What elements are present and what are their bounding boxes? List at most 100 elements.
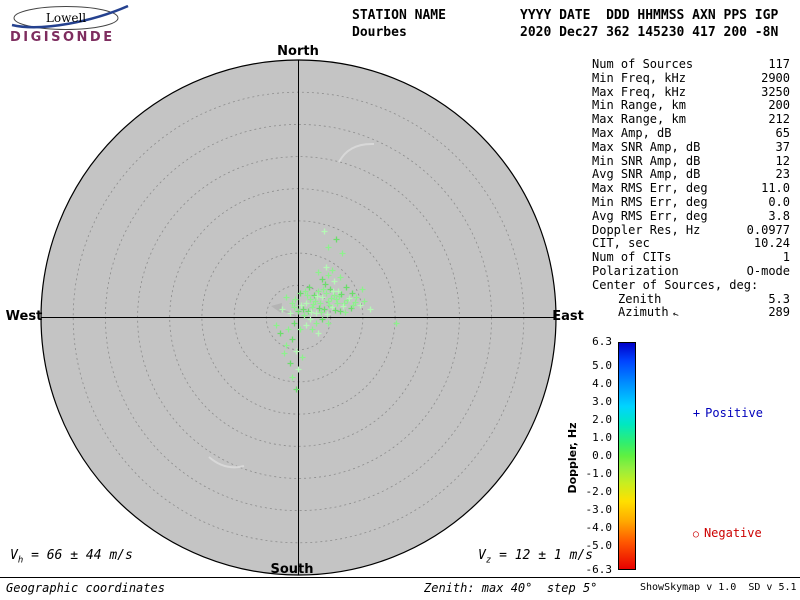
colorbar-tick-label: 3.0 xyxy=(592,394,612,408)
positive-doppler-legend: + Positive xyxy=(664,392,763,434)
stat-value: 289 xyxy=(768,305,790,320)
stat-row-num-of-cits: Num of CITs 1 xyxy=(592,250,790,265)
source-point xyxy=(319,276,326,283)
source-point xyxy=(337,274,344,281)
source-point xyxy=(315,288,322,295)
colorbar-tick-label: 1.0 xyxy=(592,430,612,444)
source-point xyxy=(325,244,332,251)
lowell-digisonde-logo: Lowell xyxy=(11,5,129,30)
stat-row-avg-snr-amp-db: Avg SNR Amp, dB 23 xyxy=(592,168,790,182)
source-point xyxy=(341,300,348,307)
zenith-range-label: Zenith: max 40° step 5° xyxy=(424,581,598,595)
source-point xyxy=(307,316,314,323)
source-point xyxy=(321,228,328,235)
source-point xyxy=(309,326,316,333)
source-point xyxy=(318,309,325,316)
source-point xyxy=(333,296,340,303)
colorbar-tick-label: 2.0 xyxy=(592,412,612,426)
source-point xyxy=(285,326,292,333)
source-point xyxy=(299,354,306,361)
source-point xyxy=(292,296,299,303)
source-point xyxy=(325,272,332,279)
vertical-velocity-readout: Vz = 12 ± 1 m/s xyxy=(478,548,593,566)
clutter-arc-upper xyxy=(338,142,375,163)
source-point xyxy=(320,286,327,293)
source-point xyxy=(291,320,298,327)
source-point xyxy=(289,336,296,343)
source-point xyxy=(339,250,346,257)
stat-label: Min Freq, kHz xyxy=(592,70,686,85)
stat-label: Azimuth → xyxy=(618,305,681,321)
station-name-value: Dourbes xyxy=(352,25,407,40)
stat-row-center-of-sources-deg: Center of Sources, deg: xyxy=(592,278,790,293)
source-point xyxy=(309,304,316,311)
source-point xyxy=(291,304,298,311)
source-point xyxy=(298,302,305,309)
plus-icon: + xyxy=(692,406,701,420)
stat-value: O-mode xyxy=(746,263,790,278)
clutter-arc-lower xyxy=(208,456,245,469)
source-point xyxy=(367,306,374,313)
vz-symbol: V xyxy=(478,548,486,563)
source-point xyxy=(316,305,323,312)
source-point xyxy=(331,292,338,299)
stat-row-azimuth: Azimuth → 289 xyxy=(592,305,790,321)
stat-row-max-freq-khz: Max Freq, kHz 3250 xyxy=(592,85,790,100)
vh-subscript: h xyxy=(17,555,24,566)
source-point xyxy=(342,309,349,316)
source-point xyxy=(283,294,290,301)
source-point xyxy=(307,296,314,303)
source-point xyxy=(321,306,328,313)
source-point xyxy=(393,320,400,327)
source-point xyxy=(302,288,309,295)
source-point xyxy=(331,278,338,285)
azimuth-direction-arrow-icon: → xyxy=(670,308,681,321)
colorbar-tick-label: -6.3 xyxy=(585,563,613,576)
compass-label-east: East xyxy=(552,309,584,324)
colorbar-tick-label: -2.0 xyxy=(585,485,613,499)
source-point xyxy=(314,293,321,300)
date-columns-header: YYYY DATE DDD HHMMSS AXN PPS IGP xyxy=(520,8,779,23)
stat-label: Min SNR Amp, dB xyxy=(592,153,701,168)
source-point xyxy=(293,348,300,355)
negative-doppler-legend: ○ Negative xyxy=(664,512,762,554)
drift-velocity-arrowhead xyxy=(271,303,282,313)
colorbar-tick-label: 0.0 xyxy=(592,449,612,462)
stat-label: Max SNR Amp, dB xyxy=(592,139,701,154)
source-point xyxy=(308,309,315,316)
source-point xyxy=(350,302,357,309)
source-point xyxy=(287,360,294,367)
source-point xyxy=(340,303,347,310)
stat-label: CIT, sec xyxy=(592,236,650,251)
stat-value: 2900 xyxy=(761,70,790,85)
colorbar-tick-labels: 6.3 5.0 4.0 3.0 2.0 1.0 0.0 -1.0 -2.0 -3.0 -4.0 -5.… xyxy=(580,336,613,576)
source-point xyxy=(330,288,337,295)
source-point xyxy=(322,281,329,288)
source-point xyxy=(310,301,317,308)
colorbar-tick-label: -5.0 xyxy=(585,539,613,553)
source-point xyxy=(305,308,312,315)
stat-row-num-of-sources: Num of Sources 117 xyxy=(592,57,790,72)
footer-divider xyxy=(0,577,800,578)
source-point xyxy=(353,294,360,301)
stat-label: Avg SNR Amp, dB xyxy=(592,167,701,182)
coordinate-system-label: Geographic coordinates xyxy=(6,581,165,595)
stat-value: 200 xyxy=(768,98,790,113)
skymap-plot xyxy=(40,59,557,576)
source-point xyxy=(283,342,290,349)
stat-value: 0.0 xyxy=(768,194,790,209)
source-point xyxy=(332,307,339,314)
circle-icon: ○ xyxy=(692,529,699,540)
stat-row-cit-sec: CIT, sec 10.24 xyxy=(592,237,790,251)
source-point xyxy=(328,295,335,302)
source-point xyxy=(315,269,322,276)
source-points xyxy=(273,228,400,393)
source-point xyxy=(301,312,308,319)
source-point xyxy=(349,290,356,297)
colorbar-tick-label: 4.0 xyxy=(592,376,612,390)
stat-row-doppler-res-hz: Doppler Res, Hz 0.0977 xyxy=(592,223,790,238)
doppler-colorbar: Doppler, Hz 6.3 5.0 4.0 3.0 2.0 1.0 0.0 -1.0 -2.… xyxy=(566,336,800,576)
source-point xyxy=(333,236,340,243)
stat-value: 23 xyxy=(775,167,790,182)
source-point xyxy=(289,300,296,307)
